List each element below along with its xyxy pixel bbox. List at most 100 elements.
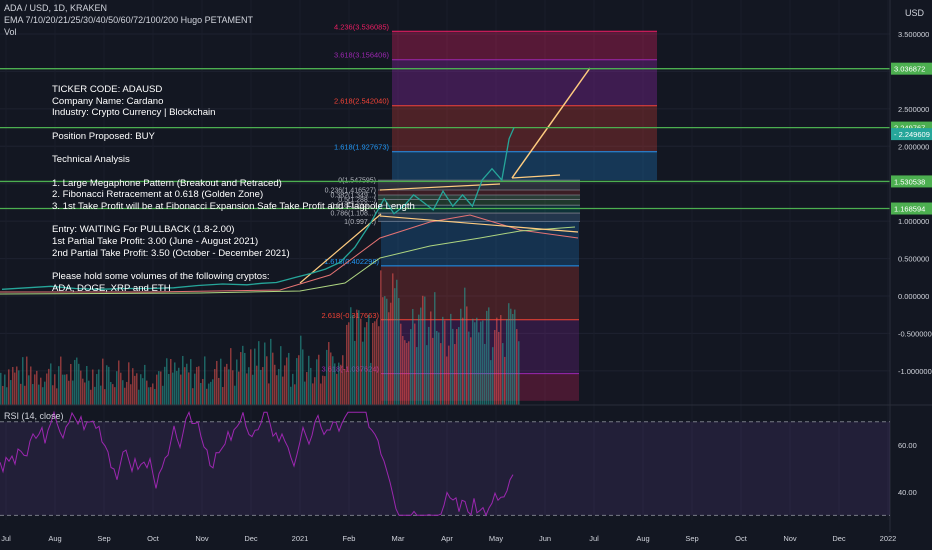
volume-bar: [134, 375, 136, 405]
volume-bar: [126, 381, 128, 405]
time-axis-label: Feb: [343, 534, 356, 543]
volume-bar: [488, 307, 490, 405]
price-tick-label: 0.500000: [898, 255, 929, 264]
volume-bar: [406, 342, 408, 405]
volume-bar: [178, 367, 180, 405]
time-axis-label: Jun: [539, 534, 551, 543]
volume-bar: [418, 314, 420, 405]
volume-bar: [416, 347, 418, 405]
volume-bar: [226, 363, 228, 405]
pattern-line: [511, 174, 561, 179]
volume-bar: [278, 369, 280, 405]
volume-bar: [430, 311, 432, 405]
currency-label[interactable]: USD: [905, 8, 925, 18]
volume-bar: [174, 362, 176, 405]
volume-bar: [2, 385, 4, 405]
volume-bar: [256, 365, 258, 405]
rsi-label[interactable]: RSI (14, close): [4, 411, 64, 421]
volume-bar: [244, 352, 246, 405]
volume-bar: [22, 357, 24, 405]
volume-bar: [108, 366, 110, 405]
volume-bar: [24, 385, 26, 405]
volume-bar: [314, 377, 316, 405]
volume-bar: [228, 369, 230, 405]
volume-bar: [384, 296, 386, 405]
volume-bar: [270, 338, 272, 405]
volume-bar: [232, 370, 234, 405]
volume-bar: [304, 381, 306, 405]
volume-bar: [308, 355, 310, 405]
price-level-tag-text: 3.036872: [894, 65, 925, 74]
volume-bar: [82, 378, 84, 405]
ema-line: [0, 214, 579, 293]
volume-bar: [162, 385, 164, 405]
volume-bar: [348, 322, 350, 405]
volume-bar: [294, 384, 296, 405]
volume-bar: [236, 359, 238, 405]
fib-expansion-label: 1.618(1.927673): [334, 143, 390, 152]
volume-bar: [298, 355, 300, 405]
volume-bar: [412, 308, 414, 405]
volume-bar: [506, 319, 508, 405]
rsi-line: [0, 410, 514, 517]
volume-bar: [152, 383, 154, 405]
volume-bar: [168, 373, 170, 405]
fib-expansion-label: 4.236(3.536085): [334, 22, 390, 31]
volume-bar: [124, 387, 126, 405]
volume-bar: [376, 319, 378, 405]
volume-bar: [130, 384, 132, 405]
volume-bar: [436, 331, 438, 405]
grid-lines: [0, 33, 890, 372]
volume-bar: [170, 358, 172, 405]
volume-bar: [364, 327, 366, 405]
volume-bar: [98, 369, 100, 405]
volume-bar: [288, 352, 290, 405]
volume-bars: [0, 270, 520, 405]
volume-bar: [150, 387, 152, 405]
volume-bar: [338, 362, 340, 405]
price-tick-label: 2.000000: [898, 142, 929, 151]
volume-bar: [40, 377, 42, 405]
volume-bar: [164, 366, 166, 405]
volume-bar: [266, 356, 268, 405]
volume-bar: [404, 340, 406, 405]
volume-bar: [282, 376, 284, 405]
volume-bar: [358, 310, 360, 405]
time-axis-label: Nov: [783, 534, 797, 543]
fib-retracement-label: 0.5(1.288...): [338, 197, 376, 204]
volume-bar: [214, 369, 216, 405]
volume-bar: [248, 367, 250, 405]
volume-bar: [90, 389, 92, 405]
price-level-tag-text: 1.168594: [894, 205, 925, 214]
price-level-tag-text: 2.249767: [894, 124, 925, 133]
volume-bar: [448, 345, 450, 405]
volume-bar: [372, 322, 374, 405]
rsi-tick-label: 40.00: [898, 488, 917, 497]
volume-bar: [46, 373, 48, 405]
volume-bar: [190, 359, 192, 405]
volume-bar: [62, 374, 64, 405]
price-tick-label: -0.500000: [898, 329, 932, 338]
volume-label[interactable]: Vol: [4, 27, 17, 37]
volume-bar: [58, 366, 60, 405]
volume-bar: [482, 320, 484, 405]
volume-bar: [382, 297, 384, 405]
volume-bar: [268, 383, 270, 405]
volume-bar: [290, 386, 292, 405]
volume-bar: [210, 381, 212, 405]
volume-bar: [252, 374, 254, 405]
volume-bar: [26, 356, 28, 405]
ema-indicator-label[interactable]: EMA 7/10/20/21/25/30/40/50/60/72/100/200…: [4, 15, 253, 25]
volume-bar: [64, 374, 66, 405]
fib-retracement-zone: [378, 195, 580, 200]
time-axis-label: Dec: [832, 534, 846, 543]
volume-bar: [60, 356, 62, 405]
volume-bar: [148, 387, 150, 405]
volume-bar: [394, 288, 396, 405]
volume-bar: [144, 364, 146, 405]
volume-bar: [326, 349, 328, 405]
volume-bar: [328, 342, 330, 405]
volume-bar: [104, 389, 106, 405]
note-line: 1. Large Megaphone Pattern (Breakout and…: [52, 177, 282, 189]
